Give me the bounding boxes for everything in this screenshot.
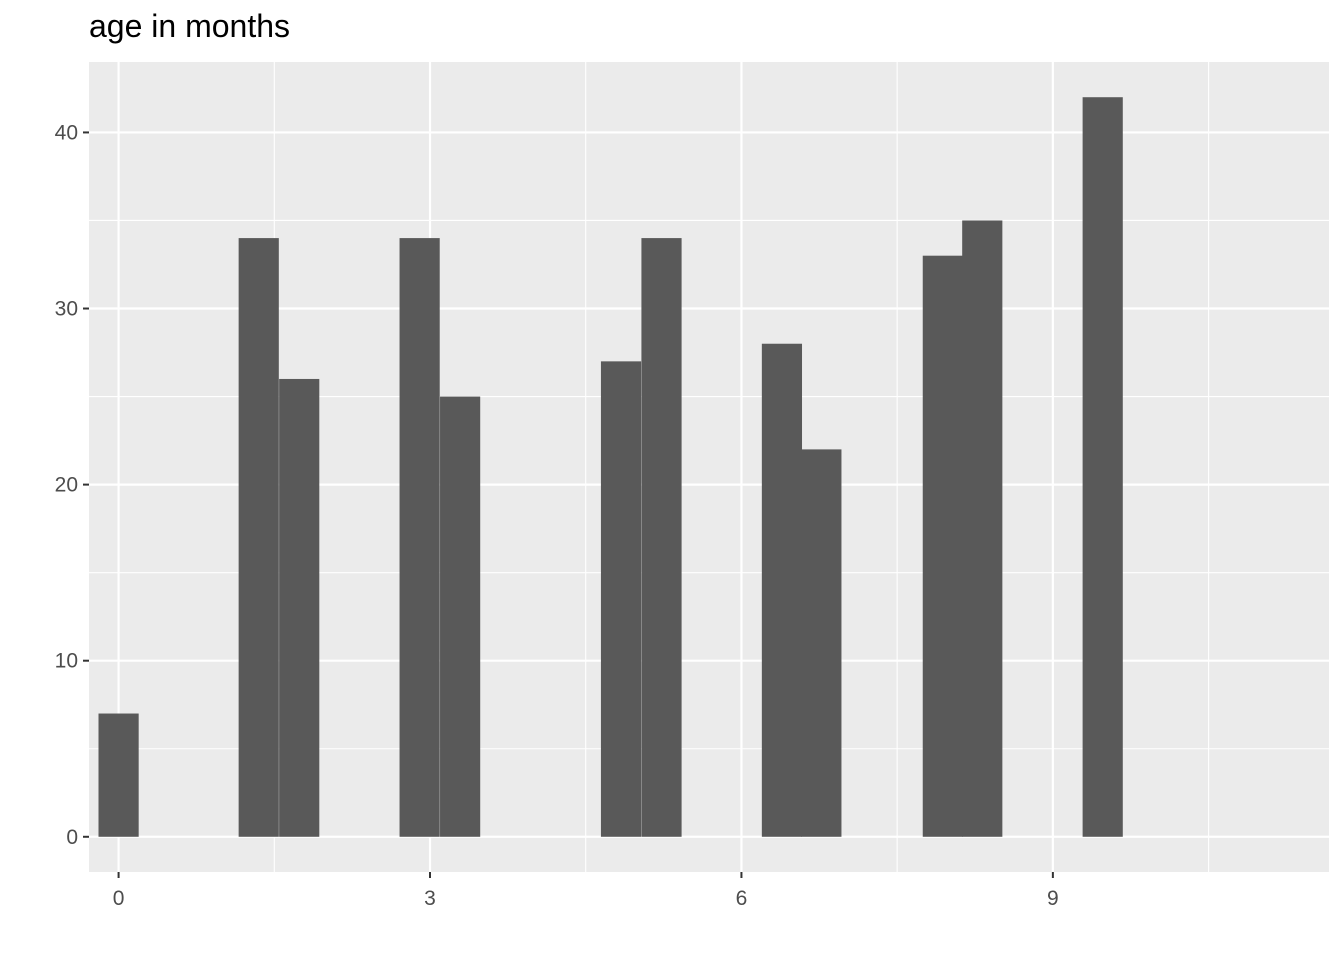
y-tick-label: 10 xyxy=(55,650,78,673)
bar-2 xyxy=(279,378,320,837)
bar-8 xyxy=(801,449,842,837)
bar-10 xyxy=(962,220,1003,837)
bar-0 xyxy=(98,713,139,837)
bar-7 xyxy=(761,343,803,837)
y-tick-label: 30 xyxy=(55,298,78,321)
bar-1 xyxy=(238,238,279,837)
y-tick-label: 0 xyxy=(66,826,78,849)
bar-3 xyxy=(399,238,440,837)
chart-title: age in months xyxy=(89,8,291,44)
x-tick-label: 0 xyxy=(113,887,125,910)
y-tick-label: 20 xyxy=(55,474,78,497)
x-tick-label: 6 xyxy=(736,887,748,910)
bar-11 xyxy=(1082,97,1123,837)
bar-5 xyxy=(600,361,642,837)
x-tick-label: 9 xyxy=(1047,887,1059,910)
bar-9 xyxy=(922,255,963,837)
bar-4 xyxy=(440,396,481,837)
bar-6 xyxy=(641,238,682,837)
y-tick-label: 40 xyxy=(55,121,78,144)
x-tick-label: 3 xyxy=(424,887,436,910)
